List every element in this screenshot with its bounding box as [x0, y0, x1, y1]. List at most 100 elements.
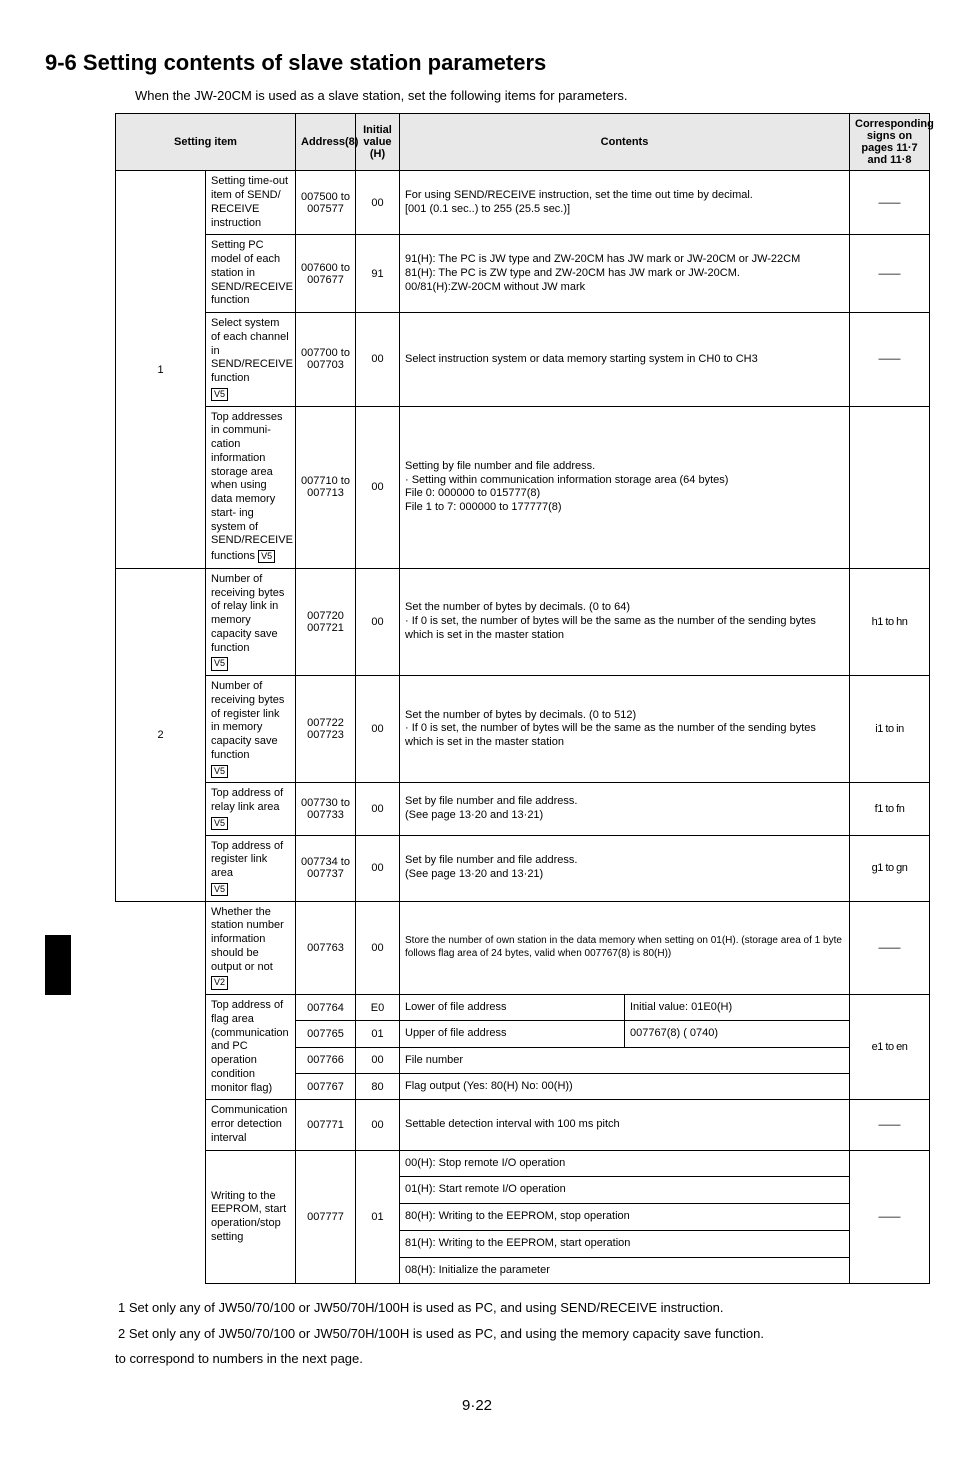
- corr-cell: g1 to gn: [850, 835, 930, 901]
- addr-cell: 007500 to 007577: [296, 171, 356, 235]
- th-setting: Setting item: [116, 114, 296, 171]
- setting-cell: Whether the station number information s…: [206, 901, 296, 995]
- contents-cell: Settable detection interval with 100 ms …: [400, 1100, 850, 1150]
- addr-cell: 007764: [296, 995, 356, 1021]
- side-tab: [45, 935, 71, 995]
- v-box: V5: [211, 817, 228, 830]
- setting-cell: Number of receiving bytes of register li…: [206, 676, 296, 783]
- init-cell: 00: [356, 901, 400, 995]
- addr-cell: 007710 to 007713: [296, 406, 356, 568]
- corr-cell: ——: [850, 313, 930, 407]
- addr-cell: 007766: [296, 1047, 356, 1073]
- addr-cell: 007600 to 007677: [296, 235, 356, 313]
- setting-cell: Writing to the EEPROM, start operation/s…: [206, 1150, 296, 1284]
- init-cell: 00: [356, 676, 400, 783]
- corr-cell: ——: [850, 235, 930, 313]
- setting-cell: Setting time-out item of SEND/ RECEIVE i…: [206, 171, 296, 235]
- contents-cell: 007767(8) ( 0740): [625, 1021, 850, 1047]
- corr-cell: ——: [850, 901, 930, 995]
- addr-cell: 007763: [296, 901, 356, 995]
- contents-cell: 91(H): The PC is JW type and ZW-20CM has…: [400, 235, 850, 313]
- table-row: Whether the station number information s…: [116, 901, 930, 995]
- table-row: 1 Setting time-out item of SEND/ RECEIVE…: [116, 171, 930, 235]
- corr-cell: ——: [850, 1100, 930, 1150]
- init-cell: 00: [356, 1100, 400, 1150]
- table-row: 2 Number of receiving bytes of relay lin…: [116, 568, 930, 675]
- setting-cell: Top addresses in communi- cation informa…: [206, 406, 296, 568]
- setting-cell: Top address of flag area (communication …: [206, 995, 296, 1100]
- contents-cell: Set the number of bytes by decimals. (0 …: [400, 676, 850, 783]
- addr-cell: 007767: [296, 1074, 356, 1100]
- addr-cell: 007722 007723: [296, 676, 356, 783]
- init-cell: 00: [356, 1047, 400, 1073]
- init-cell: 00: [356, 313, 400, 407]
- table-row: Top addresses in communi- cation informa…: [116, 406, 930, 568]
- parameter-table: Setting item Address(8) Initialvalue (H)…: [115, 113, 930, 1284]
- contents-cell: Upper of file address: [400, 1021, 625, 1047]
- corr-cell: f1 to fn: [850, 783, 930, 835]
- corr-cell: [850, 406, 930, 568]
- th-addr: Address(8): [296, 114, 356, 171]
- init-cell: 01: [356, 1021, 400, 1047]
- addr-cell: 007765: [296, 1021, 356, 1047]
- v-box: V5: [211, 765, 228, 778]
- contents-cell: Setting by file number and file address.…: [400, 406, 850, 568]
- v-box: V5: [211, 883, 228, 896]
- th-contents: Contents: [400, 114, 850, 171]
- contents-cell: Set by file number and file address. (Se…: [400, 783, 850, 835]
- addr-cell: 007777: [296, 1150, 356, 1284]
- table-row: Writing to the EEPROM, start operation/s…: [116, 1150, 930, 1284]
- v-box: V5: [211, 388, 228, 401]
- th-corr: Corresponding signs on pages 11·7 and 11…: [850, 114, 930, 171]
- contents-cell: File number: [400, 1047, 850, 1073]
- contents-cell: Store the number of own station in the d…: [400, 901, 850, 995]
- addr-cell: 007771: [296, 1100, 356, 1150]
- init-cell: 91: [356, 235, 400, 313]
- page-heading: 9-6 Setting contents of slave station pa…: [45, 50, 909, 76]
- init-cell: 00: [356, 406, 400, 568]
- th-init: Initialvalue (H): [356, 114, 400, 171]
- sub-line: When the JW-20CM is used as a slave stat…: [135, 88, 909, 103]
- setting-cell: Select system of each channel in SEND/RE…: [206, 313, 296, 407]
- table-row: Top address of flag area (communication …: [116, 995, 930, 1021]
- setting-cell: Setting PC model of each station in SEND…: [206, 235, 296, 313]
- footnote-3: to correspond to numbers in the next pag…: [100, 1349, 909, 1369]
- contents-cell: For using SEND/RECEIVE instruction, set …: [400, 171, 850, 235]
- v-box: V5: [211, 657, 228, 670]
- table-row: Setting PC model of each station in SEND…: [116, 235, 930, 313]
- contents-cell: Select instruction system or data memory…: [400, 313, 850, 407]
- contents-cell: Initial value: 01E0(H): [625, 995, 850, 1021]
- footnote-1: 1 Set only any of JW50/70/100 or JW50/70…: [100, 1298, 909, 1318]
- addr-cell: 007700 to 007703: [296, 313, 356, 407]
- table-row: Top address of relay link areaV5 007730 …: [116, 783, 930, 835]
- init-cell: 00: [356, 568, 400, 675]
- setting-cell: Communication error detection interval: [206, 1100, 296, 1150]
- init-cell: 00: [356, 835, 400, 901]
- init-cell: 01: [356, 1150, 400, 1284]
- footnote-2: 2 Set only any of JW50/70/100 or JW50/70…: [100, 1324, 909, 1344]
- corr-cell: ——: [850, 171, 930, 235]
- contents-cell: Set the number of bytes by decimals. (0 …: [400, 568, 850, 675]
- setting-cell: Top address of register link areaV5: [206, 835, 296, 901]
- corr-cell: i1 to in: [850, 676, 930, 783]
- init-cell: 00: [356, 783, 400, 835]
- footnotes: 1 Set only any of JW50/70/100 or JW50/70…: [100, 1298, 909, 1369]
- v-box: V5: [258, 550, 275, 563]
- table-row: Select system of each channel in SEND/RE…: [116, 313, 930, 407]
- corr-cell: h1 to hn: [850, 568, 930, 675]
- group-1: 1: [116, 171, 206, 569]
- init-cell: E0: [356, 995, 400, 1021]
- addr-cell: 007734 to 007737: [296, 835, 356, 901]
- contents-cell: Set by file number and file address. (Se…: [400, 835, 850, 901]
- addr-cell: 007720 007721: [296, 568, 356, 675]
- setting-cell: Number of receiving bytes of relay link …: [206, 568, 296, 675]
- setting-cell: Top address of relay link areaV5: [206, 783, 296, 835]
- addr-cell: 007730 to 007733: [296, 783, 356, 835]
- group-2: 2: [116, 568, 206, 901]
- corr-cell: e1 to en: [850, 995, 930, 1100]
- contents-cell: Lower of file address: [400, 995, 625, 1021]
- init-cell: 80: [356, 1074, 400, 1100]
- contents-cell: Flag output (Yes: 80(H) No: 00(H)): [400, 1074, 850, 1100]
- table-row: Number of receiving bytes of register li…: [116, 676, 930, 783]
- table-row: Communication error detection interval 0…: [116, 1100, 930, 1150]
